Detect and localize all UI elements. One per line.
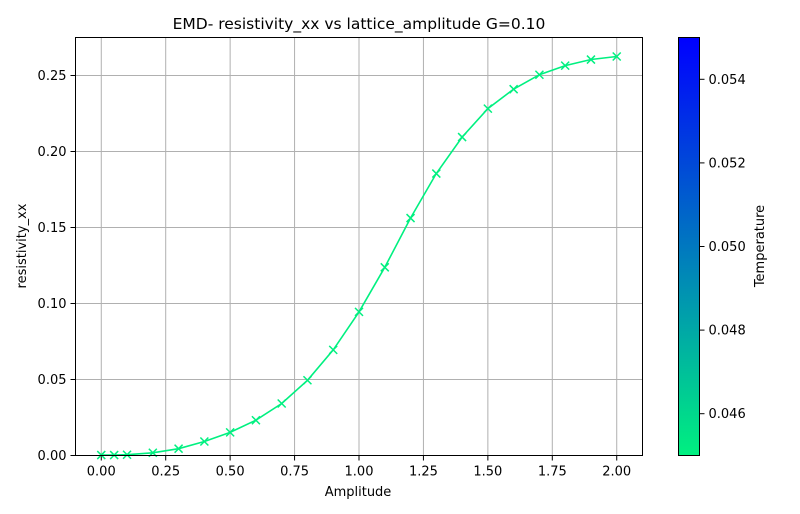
x-tick-label: 1.50 [473, 465, 502, 480]
colorbar-title: Temperature [753, 205, 768, 288]
x-tick-label: 0.75 [280, 465, 309, 480]
y-tick-label: 0.05 [38, 373, 67, 388]
data-point-marker [225, 427, 235, 437]
data-point-marker [302, 375, 312, 385]
colorbar-tick-label: 0.048 [709, 324, 746, 339]
data-point-marker [174, 444, 184, 454]
x-tick-label: 0.25 [151, 465, 180, 480]
data-point-marker [328, 345, 338, 355]
x-axis-title: Amplitude [325, 485, 392, 500]
colorbar-tick-label: 0.046 [709, 407, 746, 422]
x-tick-label: 2.00 [602, 465, 631, 480]
data-point-marker [612, 51, 622, 62]
y-tick-label: 0.10 [38, 297, 67, 312]
y-tick-label: 0.20 [38, 145, 67, 160]
x-tick-label: 0.00 [87, 465, 116, 480]
data-point-marker [560, 61, 570, 71]
series-line [101, 55, 617, 456]
data-point-marker [406, 213, 416, 223]
data-point-marker [380, 262, 390, 272]
data-point-marker [457, 132, 467, 142]
x-axis-ticks: 0.00 0.25 0.50 0.75 1.00 1.25 1.50 1.75 2.00 [87, 455, 631, 480]
colorbar-ticks: 0.046 0.048 0.050 0.052 0.054 [699, 73, 746, 422]
data-point-marker [199, 436, 209, 447]
data-point-marker [251, 415, 261, 425]
y-axis-title: resistivity_xx [15, 203, 30, 288]
colorbar-tick-label: 0.054 [709, 73, 746, 88]
data-point-marker [534, 70, 544, 80]
data-point-marker [586, 55, 596, 65]
data-point-marker [122, 450, 132, 460]
data-point-marker [483, 104, 493, 114]
chart-title: EMD- resistivity_xx vs lattice_amplitude… [173, 15, 546, 34]
data-point-marker [277, 398, 287, 409]
x-tick-label: 1.00 [345, 465, 374, 480]
y-tick-label: 0.15 [38, 221, 67, 236]
y-axis-ticks: 0.00 0.05 0.10 0.15 0.20 0.25 [38, 69, 76, 464]
x-tick-label: 1.75 [538, 465, 567, 480]
colorbar [678, 37, 700, 456]
y-tick-label: 0.00 [38, 449, 67, 464]
x-tick-label: 0.50 [216, 465, 245, 480]
colorbar-tick-label: 0.052 [709, 156, 746, 171]
y-tick-label: 0.25 [38, 69, 67, 84]
plot-frame [75, 37, 643, 456]
data-point-marker [431, 169, 441, 179]
data-point-marker [509, 84, 519, 94]
colorbar-tick-label: 0.050 [709, 240, 746, 255]
grid [75, 37, 643, 456]
data-point-marker [354, 307, 364, 317]
x-tick-label: 1.25 [409, 465, 438, 480]
